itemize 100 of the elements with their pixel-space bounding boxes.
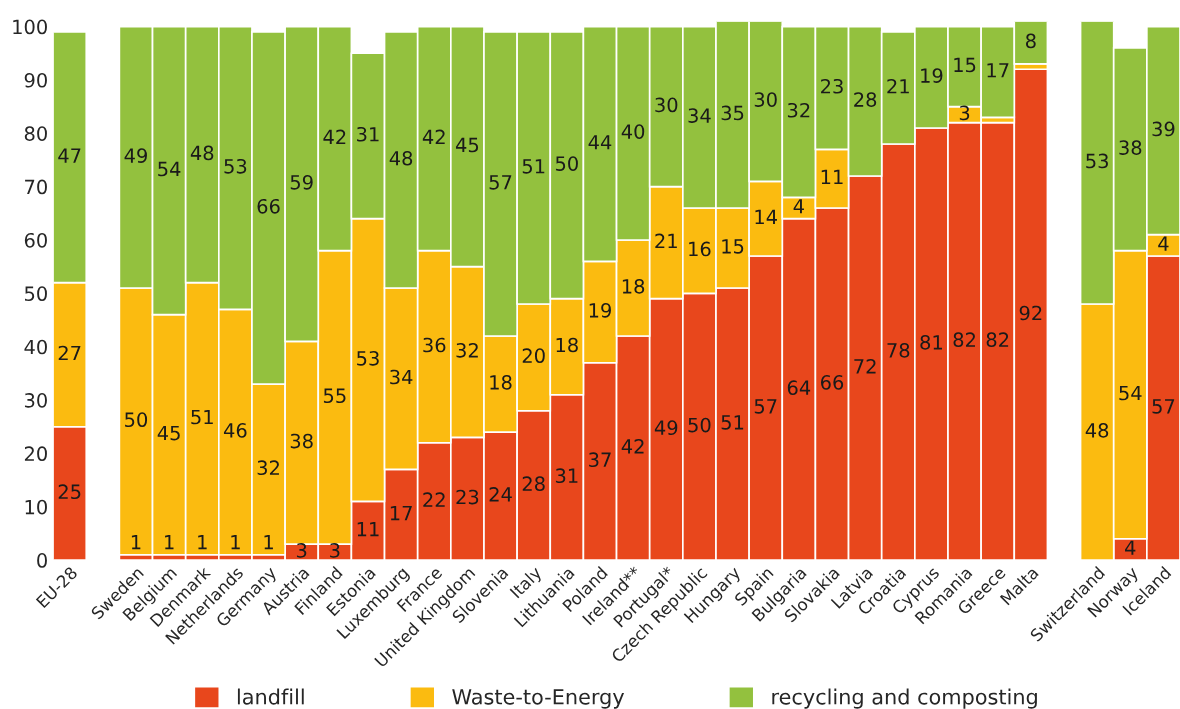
data-label: 1 (231, 534, 240, 550)
data-label: 23 (821, 78, 843, 94)
data-label: 36 (423, 337, 446, 353)
data-label: 34 (688, 108, 711, 123)
data-label: 25 (58, 484, 81, 500)
data-label: 11 (821, 169, 843, 185)
data-label: 34 (390, 369, 413, 385)
data-label: 4 (1158, 236, 1169, 251)
data-label: 48 (1085, 423, 1109, 438)
y-tick-label: 30 (24, 393, 47, 408)
y-tick-label: 60 (24, 232, 47, 248)
data-label: 39 (1152, 121, 1175, 137)
data-label: 50 (555, 156, 578, 171)
data-label: 19 (589, 302, 611, 318)
data-label: 14 (755, 209, 777, 225)
data-label: 53 (357, 350, 379, 366)
data-label: 42 (323, 129, 346, 145)
data-label: 32 (456, 342, 478, 358)
data-label: 72 (854, 358, 876, 374)
data-label: 57 (489, 175, 512, 190)
data-label: 53 (224, 158, 247, 174)
data-label: 55 (323, 388, 346, 404)
data-label: 21 (887, 78, 909, 94)
data-label: 17 (390, 505, 412, 521)
data-label: 16 (689, 241, 711, 257)
data-label: 19 (921, 68, 943, 83)
data-label: 4 (1125, 540, 1136, 555)
data-label: 37 (589, 452, 611, 468)
data-label: 51 (191, 409, 213, 425)
data-label: 30 (655, 97, 678, 113)
y-tick-label: 90 (24, 72, 47, 88)
data-label: 82 (986, 332, 1009, 348)
data-label: 15 (954, 57, 976, 73)
data-label: 38 (1119, 140, 1142, 155)
data-label: 54 (158, 161, 181, 177)
data-label: 11 (357, 521, 379, 537)
data-label: 57 (1152, 399, 1175, 414)
data-label: 31 (357, 126, 379, 142)
data-label: 44 (588, 135, 612, 150)
data-label: 64 (787, 380, 811, 396)
data-label: 18 (490, 374, 512, 390)
legend-label: Waste-to-Energy (452, 689, 625, 709)
y-tick-label: 40 (24, 339, 47, 355)
data-label: 18 (622, 278, 645, 294)
data-label: 53 (1086, 153, 1108, 169)
legend-label: recycling and composting (772, 688, 1037, 709)
data-label: 49 (124, 148, 147, 163)
legend-label: landfill (237, 688, 304, 705)
data-label: 23 (456, 489, 479, 505)
data-label: 48 (389, 150, 413, 166)
data-label: 3 (959, 105, 970, 121)
data-label: 27 (58, 345, 81, 361)
data-label: 78 (887, 342, 910, 358)
data-label: 66 (257, 198, 280, 214)
data-label: 50 (688, 417, 711, 433)
data-label: 35 (721, 105, 744, 121)
data-label: 28 (522, 476, 545, 492)
data-label: 30 (754, 92, 777, 107)
data-label: 24 (489, 487, 512, 502)
y-tick-label: 80 (24, 126, 47, 141)
data-label: 42 (422, 129, 445, 145)
data-label: 28 (854, 92, 877, 107)
data-label: 46 (223, 423, 247, 438)
data-label: 45 (455, 137, 479, 153)
data-label: 92 (1019, 305, 1042, 321)
data-label: 15 (722, 239, 744, 254)
data-label: 32 (257, 460, 279, 476)
data-label: 3 (296, 543, 307, 558)
y-tick-label: 10 (25, 499, 47, 515)
data-label: 59 (290, 174, 313, 190)
data-label: 8 (1025, 33, 1036, 49)
data-label: 81 (920, 334, 942, 350)
data-label: 4 (793, 199, 804, 214)
y-tick-label: 20 (24, 446, 47, 462)
data-label: 3 (330, 543, 340, 558)
data-label: 1 (198, 534, 207, 550)
data-label: 51 (522, 159, 545, 174)
data-label: 32 (787, 102, 810, 118)
y-tick-label: 0 (37, 553, 47, 568)
data-label: 20 (522, 348, 545, 364)
data-label: 17 (987, 63, 1009, 78)
data-label: 48 (190, 145, 214, 161)
data-label: 31 (555, 468, 578, 484)
data-label: 42 (621, 439, 644, 454)
data-label: 47 (58, 148, 81, 163)
data-label: 22 (423, 492, 445, 507)
data-label: 51 (721, 415, 744, 430)
y-tick-label: 50 (25, 286, 47, 302)
data-label: 66 (820, 374, 844, 390)
data-label: 21 (655, 233, 677, 249)
data-label: 38 (290, 433, 313, 449)
data-label: 40 (621, 124, 645, 139)
data-label: 18 (556, 337, 578, 353)
data-label: 1 (264, 534, 273, 550)
data-label: 1 (165, 534, 174, 550)
y-tick-label: 70 (25, 179, 47, 195)
data-label: 45 (157, 425, 180, 441)
data-label: 49 (654, 420, 678, 436)
data-label: 50 (125, 412, 148, 428)
y-tick-label: 100 (13, 19, 47, 35)
